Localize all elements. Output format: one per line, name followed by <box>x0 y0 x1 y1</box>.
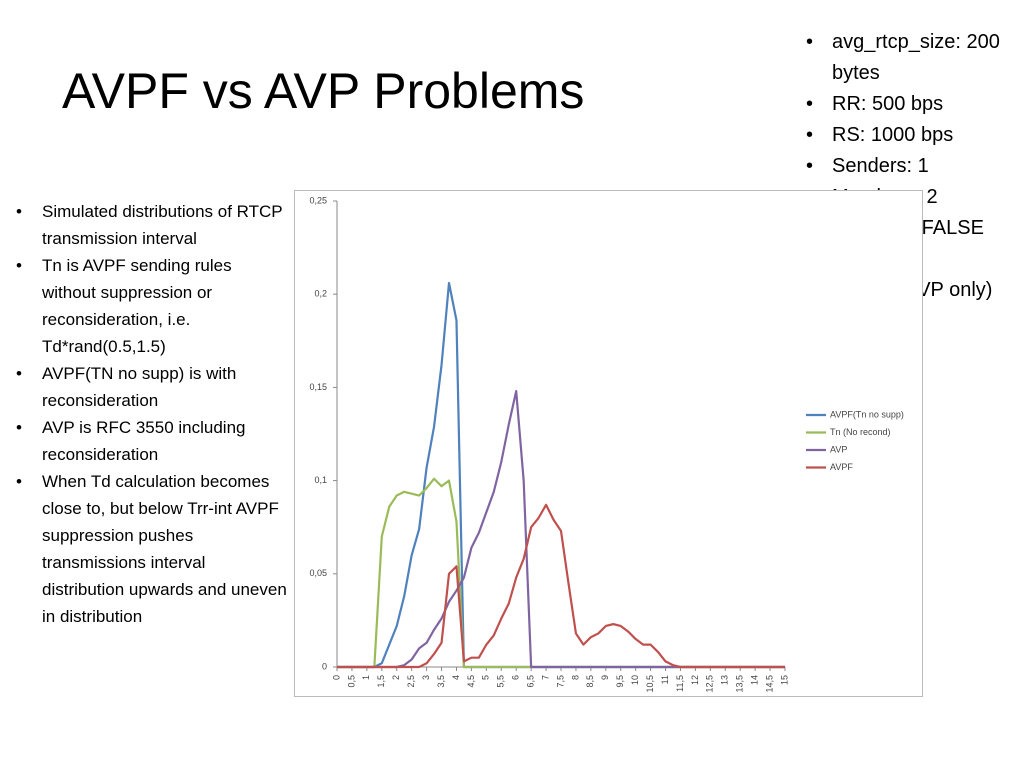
y-tick-label: 0 <box>322 661 327 671</box>
x-tick-label: 6,5 <box>526 675 536 688</box>
x-tick-label: 12,5 <box>705 675 715 693</box>
legend-label: AVPF <box>830 462 853 472</box>
x-tick-label: 8 <box>570 675 580 680</box>
x-tick-label: 4 <box>451 675 461 680</box>
bullet: RR: 500 bps <box>800 89 1020 120</box>
slide-title: AVPF vs AVP Problems <box>62 63 585 119</box>
chart-frame <box>294 190 923 697</box>
left-bullets: Simulated distributions of RTCP transmis… <box>10 198 290 630</box>
x-tick-label: 13,5 <box>735 675 745 693</box>
y-tick-label: 0,1 <box>314 475 327 485</box>
bullet: Tn is AVPF sending rules without suppres… <box>10 252 290 360</box>
x-tick-label: 8,5 <box>585 675 595 688</box>
y-tick-label: 0,25 <box>309 195 327 205</box>
bullet: AVPF(TN no supp) is with reconsideration <box>10 360 290 414</box>
y-tick-label: 0,05 <box>309 568 327 578</box>
x-tick-label: 7,5 <box>555 675 565 688</box>
x-tick-label: 9,5 <box>615 675 625 688</box>
x-tick-label: 13 <box>720 675 730 685</box>
bullet: Senders: 1 <box>800 151 1020 182</box>
bullet: RS: 1000 bps <box>800 120 1020 151</box>
x-tick-label: 10,5 <box>645 675 655 693</box>
y-tick-label: 0,15 <box>309 382 327 392</box>
x-tick-label: 6 <box>511 675 521 680</box>
bullet: Simulated distributions of RTCP transmis… <box>10 198 290 252</box>
x-tick-label: 11 <box>660 675 670 684</box>
x-tick-label: 3 <box>421 675 431 680</box>
chart: 00,050,10,150,20,250 0,5 1 1,5 2 2,5 3 3,5 4 4,5 5… <box>294 190 923 697</box>
x-tick-label: 5,5 <box>496 675 506 688</box>
x-tick-label: 0,5 <box>346 675 356 688</box>
x-tick-label: 11,5 <box>675 675 685 692</box>
x-tick-label: 7 <box>540 675 550 680</box>
legend-label: Tn (No recond) <box>830 427 891 437</box>
x-tick-label: 3,5 <box>436 675 446 688</box>
x-tick-label: 1 <box>361 675 371 680</box>
bullet: AVP is RFC 3550 including reconsideratio… <box>10 414 290 468</box>
x-tick-label: 1,5 <box>376 675 386 688</box>
x-tick-label: 2,5 <box>406 675 416 688</box>
legend-label: AVPF(Tn no supp) <box>830 409 904 419</box>
legend-label: AVP <box>830 444 847 454</box>
x-tick-label: 2 <box>391 675 401 680</box>
x-tick-label: 0 <box>331 675 341 680</box>
y-tick-label: 0,2 <box>314 289 327 299</box>
x-tick-label: 10 <box>630 675 640 685</box>
bullet: avg_rtcp_size: 200 bytes <box>800 27 1020 89</box>
x-tick-label: 14 <box>750 675 760 685</box>
bullet: When Td calculation becomes close to, bu… <box>10 468 290 630</box>
series-line <box>337 503 785 669</box>
x-tick-label: 12 <box>690 675 700 685</box>
x-tick-label: 15 <box>779 675 789 685</box>
x-tick-label: 4,5 <box>466 675 476 688</box>
x-tick-label: 9 <box>600 675 610 680</box>
x-tick-label: 14,5 <box>764 675 774 693</box>
x-tick-label: 5 <box>481 675 491 680</box>
